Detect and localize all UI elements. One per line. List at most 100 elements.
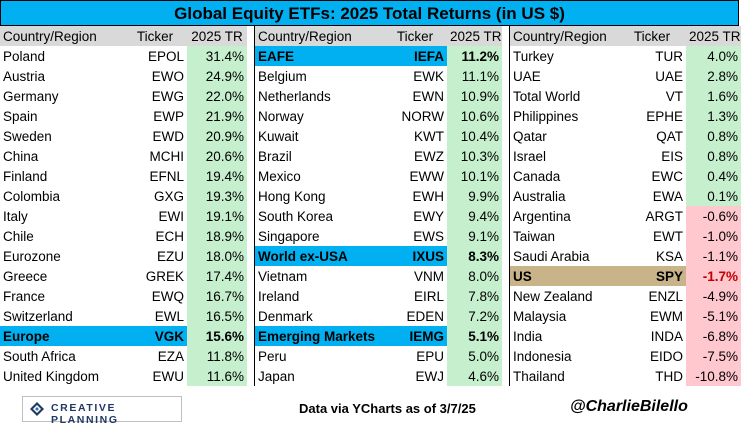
table-row: Emerging Markets IEMG 5.1% (255, 326, 502, 346)
return-cell: 19.3% (187, 186, 247, 206)
country-cell: Eurozone (3, 248, 61, 264)
country-cell: Ireland (258, 288, 300, 304)
ticker-cell: INDA (650, 328, 683, 344)
table-row: Sweden EWD 20.9% (0, 126, 247, 146)
return-cell: 10.6% (447, 106, 502, 126)
table-row: Qatar QAT 0.8% (510, 126, 741, 146)
ticker-cell: EWQ (151, 288, 184, 304)
return-cell: 9.4% (447, 206, 502, 226)
ticker-cell: EZU (157, 248, 184, 264)
return-cell: 8.0% (447, 266, 502, 286)
ticker-cell: SPY (618, 266, 686, 286)
table-body: Turkey TUR 4.0% UAE UAE 2.8% Total World VT 1.6%… (510, 46, 741, 386)
column-divider (254, 26, 255, 386)
country-cell: Mexico (258, 168, 301, 184)
table-row: UAE UAE 2.8% (510, 66, 741, 86)
returns-table-3: Country/Region Ticker 2025 TR Turkey TUR 4… (510, 26, 741, 386)
column-divider (509, 26, 510, 386)
column-header-ticker: Ticker (123, 26, 187, 46)
table-row: Ireland EIRL 7.8% (255, 286, 502, 306)
ticker-cell: ARGT (645, 208, 683, 224)
country-cell: United Kingdom (3, 368, 100, 384)
country-cell: Canada (513, 168, 561, 184)
return-cell: 16.7% (187, 286, 247, 306)
country-cell: France (3, 288, 46, 304)
table-row: EAFE IEFA 11.2% (255, 46, 502, 66)
table-row: Malaysia EWM -5.1% (510, 306, 741, 326)
table-row: Colombia GXG 19.3% (0, 186, 247, 206)
table-row: Brazil EWZ 10.3% (255, 146, 502, 166)
ticker-cell: EWP (153, 108, 184, 124)
table-row: Switzerland EWL 16.5% (0, 306, 247, 326)
ticker-cell: GREK (145, 268, 184, 284)
table-row: Turkey TUR 4.0% (510, 46, 741, 66)
table-row: India INDA -6.8% (510, 326, 741, 346)
return-cell: 0.4% (686, 166, 741, 186)
table-header-row: Country/Region Ticker 2025 TR (0, 26, 247, 46)
source-note: Data via YCharts as of 3/7/25 (299, 401, 476, 416)
table-row: Europe VGK 15.6% (0, 326, 247, 346)
table-row: Israel EIS 0.8% (510, 146, 741, 166)
table-panel-1: Country/Region Ticker 2025 TR Poland EPOL… (0, 26, 247, 386)
ticker-cell: EDEN (406, 308, 444, 324)
ticker-cell: EWA (652, 188, 683, 204)
ticker-cell: TUR (655, 48, 683, 64)
return-cell: 11.8% (187, 346, 247, 366)
return-cell: -6.8% (686, 326, 741, 346)
table-row: World ex-USA IXUS 8.3% (255, 246, 502, 266)
return-cell: 1.3% (686, 106, 741, 126)
column-header-tr: 2025 TR (686, 26, 741, 46)
return-cell: 8.3% (447, 246, 502, 266)
country-cell: Switzerland (3, 308, 73, 324)
table-header-row: Country/Region Ticker 2025 TR (255, 26, 502, 46)
ticker-cell: VGK (123, 326, 187, 346)
ticker-cell: MCHI (149, 148, 185, 164)
table-row: US SPY -1.7% (510, 266, 741, 286)
ticker-cell: EWW (409, 168, 445, 184)
return-cell: -10.8% (686, 366, 741, 386)
table-row: Netherlands EWN 10.9% (255, 86, 502, 106)
return-cell: 4.0% (686, 46, 741, 66)
ticker-cell: EPHE (646, 108, 683, 124)
country-cell: Brazil (258, 148, 292, 164)
country-cell: Europe (0, 326, 123, 346)
ticker-cell: EWI (158, 208, 185, 224)
country-cell: China (3, 148, 39, 164)
return-cell: 1.6% (686, 86, 741, 106)
return-cell: -5.1% (686, 306, 741, 326)
table-row: Chile ECH 18.9% (0, 226, 247, 246)
ticker-cell: EFNL (149, 168, 184, 184)
ticker-cell: EPOL (147, 48, 184, 64)
country-cell: Denmark (258, 308, 313, 324)
country-cell: Norway (258, 108, 304, 124)
country-cell: Sweden (3, 128, 52, 144)
table-row: Philippines EPHE 1.3% (510, 106, 741, 126)
column-header-ticker: Ticker (618, 26, 686, 46)
table-body: Poland EPOL 31.4% Austria EWO 24.9% Germany EWG… (0, 46, 247, 386)
country-cell: Indonesia (513, 348, 572, 364)
country-cell: Austria (3, 68, 46, 84)
table-row: Singapore EWS 9.1% (255, 226, 502, 246)
country-cell: Emerging Markets (255, 326, 383, 346)
country-cell: Peru (258, 348, 287, 364)
ticker-cell: EWL (154, 308, 184, 324)
return-cell: 0.1% (686, 186, 741, 206)
country-cell: Hong Kong (258, 188, 326, 204)
ticker-cell: EWS (413, 228, 444, 244)
return-cell: 0.8% (686, 126, 741, 146)
table-row: Belgium EWK 11.1% (255, 66, 502, 86)
footer: CREATIVE PLANNING Data via YCharts as of… (0, 386, 741, 431)
country-cell: South Korea (258, 208, 334, 224)
table-panel-2: Country/Region Ticker 2025 TR EAFE IEFA 11… (255, 26, 502, 386)
country-cell: Australia (513, 188, 566, 204)
return-cell: 18.0% (187, 246, 247, 266)
table-row: Japan EWJ 4.6% (255, 366, 502, 386)
ticker-cell: EWG (151, 88, 184, 104)
country-cell: Spain (3, 108, 38, 124)
return-cell: 4.6% (447, 366, 502, 386)
return-cell: 17.4% (187, 266, 247, 286)
country-cell: Turkey (513, 48, 554, 64)
ticker-cell: VT (665, 88, 683, 104)
table-row: Saudi Arabia KSA -1.1% (510, 246, 741, 266)
ticker-cell: IXUS (383, 246, 447, 266)
